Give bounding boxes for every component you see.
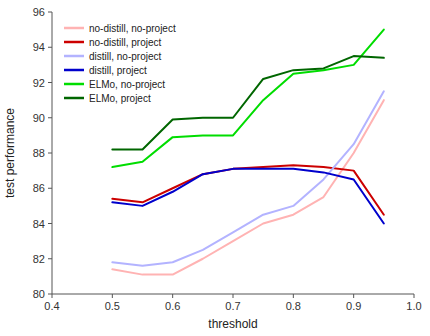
y-tick-label: 86 xyxy=(33,182,45,194)
y-tick xyxy=(48,294,52,295)
x-tick xyxy=(353,294,354,298)
x-tick-label: 0.5 xyxy=(105,300,120,312)
axes: 0.4 0.5 0.6 0.7 0.8 0.9 1.0 80 82 84 86 88 90 92 94 96 xyxy=(33,6,422,312)
x-tick xyxy=(293,294,294,298)
x-tick xyxy=(414,294,415,298)
y-tick-label: 92 xyxy=(33,77,45,89)
legend-swatch xyxy=(64,55,84,58)
legend-label: distill, no-project xyxy=(89,51,161,62)
x-tick xyxy=(233,294,234,298)
y-tick-label: 80 xyxy=(33,288,45,300)
x-axis-label: threshold xyxy=(208,317,257,331)
x-tick-label: 0.6 xyxy=(165,300,180,312)
x-tick xyxy=(172,294,173,298)
y-tick-label: 88 xyxy=(33,147,45,159)
y-tick-label: 96 xyxy=(33,6,45,18)
y-tick-label: 90 xyxy=(33,112,45,124)
legend-label: ELMo, project xyxy=(89,93,151,104)
y-axis-label: test performance xyxy=(3,108,17,198)
x-tick-label: 0.4 xyxy=(44,300,59,312)
chart: 0.4 0.5 0.6 0.7 0.8 0.9 1.0 80 82 84 86 88 90 92 94 96 t… xyxy=(0,0,430,336)
series-line xyxy=(112,100,384,274)
y-tick-label: 94 xyxy=(33,41,45,53)
y-tick xyxy=(48,117,52,118)
legend-swatch xyxy=(64,69,84,72)
y-tick-label: 82 xyxy=(33,253,45,265)
x-tick-label: 1.0 xyxy=(406,300,421,312)
legend-label: ELMo, no-project xyxy=(89,79,165,90)
y-tick xyxy=(48,188,52,189)
y-tick xyxy=(48,258,52,259)
y-tick xyxy=(48,153,52,154)
y-tick xyxy=(48,47,52,48)
y-tick-label: 84 xyxy=(33,218,45,230)
series-line xyxy=(112,169,384,224)
legend-label: no-distill, no-project xyxy=(89,23,176,34)
legend-label: no-distill, project xyxy=(89,37,161,48)
legend-swatch xyxy=(64,27,84,30)
legend-label: distill, project xyxy=(89,65,147,76)
background xyxy=(0,0,430,336)
legend-swatch xyxy=(64,83,84,86)
y-tick xyxy=(48,12,52,13)
y-tick xyxy=(48,82,52,83)
legend-swatch xyxy=(64,41,84,44)
y-tick xyxy=(48,223,52,224)
legend-swatch xyxy=(64,97,84,100)
series-line xyxy=(112,165,384,214)
x-tick xyxy=(52,294,53,298)
x-tick-label: 0.8 xyxy=(286,300,301,312)
legend: no-distill, no-project no-distill, projec… xyxy=(58,16,182,110)
x-tick xyxy=(112,294,113,298)
legend-box xyxy=(58,16,182,110)
x-tick-label: 0.7 xyxy=(225,300,240,312)
x-tick-label: 0.9 xyxy=(346,300,361,312)
